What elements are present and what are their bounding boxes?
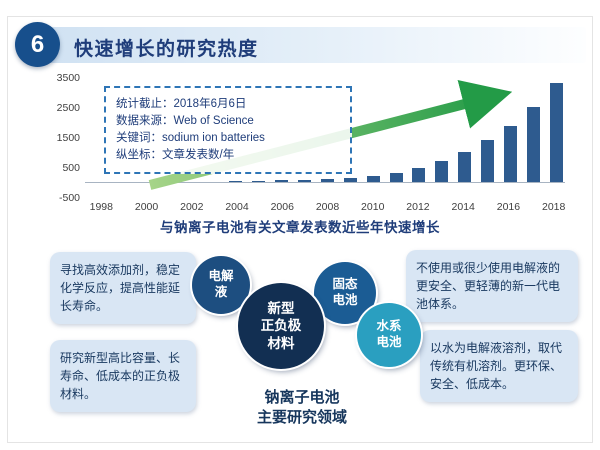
diagram-title-line2: 主要研究领域	[256, 409, 347, 427]
x-tick-label: 2016	[496, 201, 521, 213]
bar-2013	[435, 160, 449, 183]
x-tick-label: 2000	[134, 201, 159, 213]
diagram-title: 钠离子电池 主要研究领域	[218, 388, 386, 429]
callout-left-bottom: 研究新型高比容量、长寿命、低成本的正负极材料。	[50, 340, 196, 412]
slide-frame	[7, 16, 593, 443]
x-tick-label: 2002	[180, 201, 204, 213]
callout-left-top: 寻找高效添加剂，稳定化学反应，提高性能延长寿命。	[50, 252, 196, 324]
bar-2017	[526, 106, 540, 183]
y-axis-labels: 3500 2500 1500 500 -500	[44, 72, 84, 204]
x-tick-label: 1998	[89, 201, 113, 213]
callout-right-top: 不使用或很少使用电解液的更安全、更轻薄的新一代电池体系。	[406, 250, 578, 322]
bubble-electrode: 新型 正负极 材料	[238, 283, 324, 369]
x-tick-label: 2004	[225, 201, 249, 213]
page-title: 快速增长的研究热度	[74, 39, 259, 60]
chart-caption: 与钠离子电池有关文章发表数近些年快速增长	[160, 220, 440, 235]
y-tick-label: 1500	[56, 132, 80, 144]
chart-annotation-box: 统计截止：2018年6月6日 数据来源：Web of Science 关键词：s…	[104, 86, 352, 174]
slide-number-badge: 6	[15, 22, 60, 67]
x-axis-line	[85, 182, 565, 183]
annotation-line: 关键词：sodium ion batteries	[116, 132, 265, 144]
bar-2018	[549, 82, 563, 183]
x-tick-label: 2012	[406, 201, 430, 213]
callout-right-bottom: 以水为电解液溶剂，取代传统有机溶剂。更环保、安全、低成本。	[420, 330, 578, 402]
diagram-title-line1: 钠离子电池	[264, 389, 340, 406]
x-tick-label: 2008	[315, 201, 340, 213]
bubble-electrolyte: 电解 液	[192, 256, 250, 314]
x-axis-labels: 1998 2000 2002 2004 2006 2008 2010 2012 2014 2016…	[89, 201, 566, 215]
header-band	[30, 27, 586, 63]
bar-2014	[458, 151, 472, 183]
bar-2015	[481, 139, 495, 183]
annotation-line: 数据来源：Web of Science	[116, 115, 254, 127]
x-tick-label: 2010	[361, 201, 385, 213]
x-tick-label: 2018	[542, 201, 566, 213]
bar-2016	[504, 126, 518, 183]
y-tick-label: 2500	[56, 102, 80, 114]
bar-2012	[412, 168, 426, 183]
y-tick-label: 500	[62, 162, 80, 174]
annotation-line: 统计截止：2018年6月6日	[116, 98, 247, 110]
y-tick-label: -500	[58, 192, 80, 204]
bubble-aqueous: 水系 电池	[357, 303, 421, 367]
x-tick-label: 2014	[451, 201, 475, 213]
annotation-line: 纵坐标：文章发表数/年	[116, 149, 235, 161]
x-tick-label: 2006	[270, 201, 294, 213]
y-tick-label: 3500	[56, 72, 80, 84]
